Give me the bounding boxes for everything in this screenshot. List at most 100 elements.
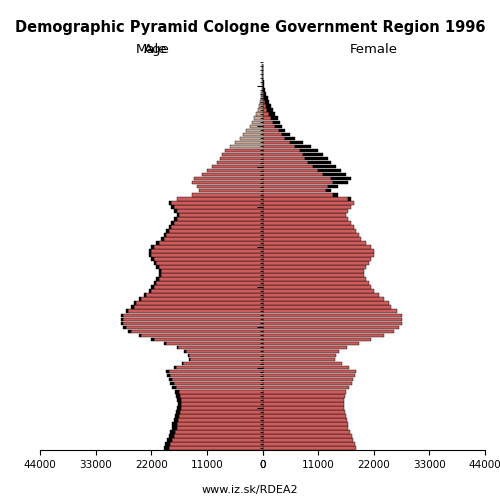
Bar — [262, 290, 374, 293]
Bar — [192, 193, 262, 196]
Bar — [262, 108, 267, 112]
Bar — [156, 241, 159, 244]
Bar — [131, 306, 134, 309]
Bar — [176, 426, 262, 430]
Bar — [262, 229, 356, 232]
Bar — [126, 326, 262, 329]
Bar — [151, 290, 262, 293]
Bar — [169, 225, 172, 228]
Text: Age: Age — [144, 43, 170, 56]
Bar — [141, 298, 262, 301]
Bar — [262, 253, 374, 257]
Bar — [262, 338, 371, 341]
Bar — [278, 128, 285, 132]
Bar — [262, 298, 384, 301]
Bar — [334, 193, 338, 196]
Bar — [174, 221, 262, 224]
Bar — [262, 116, 270, 120]
Bar — [262, 201, 354, 204]
Bar — [266, 104, 270, 108]
Bar — [190, 358, 262, 362]
Bar — [262, 366, 350, 370]
Bar — [262, 266, 366, 269]
Bar — [202, 173, 262, 176]
Bar — [254, 116, 262, 120]
Bar — [162, 270, 262, 273]
Bar — [217, 160, 262, 164]
Bar — [166, 370, 170, 374]
Bar — [154, 261, 156, 265]
Bar — [131, 330, 262, 333]
Bar — [262, 390, 346, 394]
Bar — [262, 378, 353, 382]
Bar — [170, 382, 173, 386]
Bar — [159, 270, 162, 273]
Bar — [274, 124, 281, 128]
Bar — [303, 152, 323, 156]
Bar — [224, 148, 262, 152]
Bar — [220, 156, 262, 160]
Bar — [286, 136, 296, 140]
Bar — [159, 278, 262, 281]
Bar — [180, 394, 262, 398]
Bar — [188, 354, 262, 358]
Bar — [264, 96, 268, 100]
Bar — [328, 185, 338, 188]
Bar — [262, 314, 402, 317]
Bar — [121, 314, 124, 317]
Bar — [180, 398, 262, 402]
Bar — [262, 132, 281, 136]
Bar — [174, 382, 262, 386]
Bar — [154, 286, 262, 289]
Bar — [258, 108, 262, 112]
Bar — [156, 282, 262, 285]
Bar — [262, 241, 366, 244]
Bar — [262, 334, 384, 337]
Bar — [124, 314, 262, 317]
Bar — [180, 406, 262, 409]
Bar — [154, 338, 262, 341]
Bar — [172, 225, 262, 228]
Bar — [159, 266, 262, 269]
Bar — [262, 346, 348, 350]
Bar — [176, 197, 262, 200]
Bar — [176, 406, 180, 409]
Bar — [262, 270, 364, 273]
Bar — [162, 237, 164, 240]
Bar — [169, 229, 262, 232]
Bar — [262, 354, 336, 358]
Bar — [265, 100, 269, 104]
Bar — [246, 128, 262, 132]
Bar — [268, 112, 275, 116]
Bar — [176, 366, 262, 370]
Bar — [156, 278, 159, 281]
Bar — [146, 294, 262, 297]
Bar — [252, 120, 262, 124]
Bar — [172, 438, 262, 442]
Bar — [151, 249, 262, 253]
Bar — [262, 96, 264, 100]
Bar — [212, 164, 262, 168]
Bar — [176, 386, 262, 390]
Bar — [175, 430, 262, 434]
Bar — [166, 342, 262, 345]
Bar — [262, 294, 379, 297]
Bar — [331, 177, 351, 180]
Bar — [262, 414, 346, 418]
Bar — [262, 112, 268, 116]
Bar — [178, 390, 262, 394]
Bar — [282, 132, 290, 136]
Bar — [124, 322, 262, 325]
Bar — [262, 181, 334, 184]
Bar — [134, 302, 136, 305]
Bar — [172, 422, 177, 426]
Bar — [177, 398, 180, 402]
Bar — [138, 298, 141, 301]
Bar — [174, 205, 262, 208]
Bar — [262, 398, 344, 402]
Bar — [262, 136, 285, 140]
Bar — [177, 422, 262, 426]
Bar — [262, 274, 364, 277]
Bar — [138, 334, 141, 337]
Bar — [262, 326, 399, 329]
